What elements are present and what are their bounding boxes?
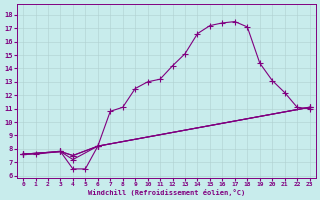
X-axis label: Windchill (Refroidissement éolien,°C): Windchill (Refroidissement éolien,°C) (88, 189, 245, 196)
